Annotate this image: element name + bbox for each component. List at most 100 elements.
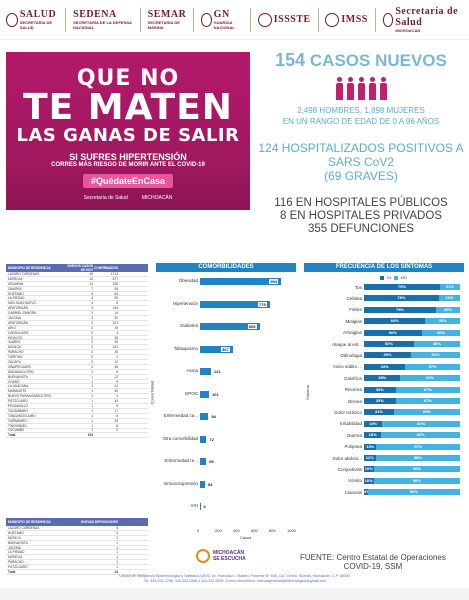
table-cell: 1 bbox=[116, 545, 118, 550]
symptoms-legend: SI NO bbox=[380, 275, 407, 280]
symptom-no-segment: 87% bbox=[376, 443, 460, 450]
table-row: TANGANCÍCUARO 1 5 bbox=[6, 414, 148, 419]
symptom-bar: 33% 67% bbox=[364, 398, 460, 404]
table-cell: 1 bbox=[91, 413, 93, 418]
symptom-bar: 60% 40% bbox=[364, 329, 460, 336]
table-cell: PÁTZCUARO bbox=[8, 399, 28, 404]
symptom-no-segment: 36% bbox=[425, 318, 460, 325]
table-row: PÁTZCUARO 1 bbox=[6, 565, 148, 571]
table-row: JACONA 1 bbox=[6, 546, 148, 551]
comorbidity-label: EPOC bbox=[185, 390, 198, 396]
table-cell: MARAVATÍO bbox=[8, 389, 27, 394]
symptom-label: Disnea bbox=[347, 398, 362, 404]
table-cell: ZACAPU bbox=[8, 359, 21, 364]
table-cell: 2 bbox=[116, 428, 118, 433]
table-cell: HUETAMO bbox=[8, 291, 24, 296]
footer-address: Unidad de Inteligencia Epidemiológica y … bbox=[20, 574, 450, 584]
table-row: PARACHO 2 25 bbox=[6, 350, 148, 356]
hospitalized: 124 HOSPITALIZADOS POSITIVOS A SARS CoV2… bbox=[256, 141, 466, 183]
table-cell: 5 bbox=[116, 404, 118, 408]
table-total-row: Total 14 bbox=[6, 570, 148, 575]
symptom-si-segment: 13% bbox=[364, 443, 377, 450]
table-cell: CARÁCUARO bbox=[8, 330, 29, 335]
comorbidity-value: 904 bbox=[269, 279, 279, 284]
symptom-label: Artralgias bbox=[342, 330, 362, 336]
table-row: HUETAMO 2 bbox=[6, 531, 148, 536]
symptom-bar: 49% 51% bbox=[364, 352, 460, 359]
comorbidity-label: Enfermedad re... bbox=[164, 458, 198, 463]
table-cell: TOCUMBO bbox=[8, 428, 25, 433]
table-cell: 2 bbox=[116, 530, 118, 535]
source-line-2: COVID-19, SSM bbox=[343, 562, 403, 571]
person-icon bbox=[368, 77, 377, 101]
michoacan-se-escucha-logo: MICHOACÁN SE ESCUCHA bbox=[196, 549, 246, 563]
symptom-si-segment: 19% bbox=[364, 420, 383, 427]
table-cell: SAN JUAN NUEVO bbox=[8, 301, 36, 306]
person-icon bbox=[379, 77, 388, 101]
logo-separator bbox=[250, 7, 251, 32]
logo-subtitle: MICHOACÁN bbox=[395, 28, 421, 33]
symptom-label: Ataque al est... bbox=[331, 341, 362, 347]
symptom-si-segment: 4% bbox=[364, 489, 370, 496]
table-cell: PENJAMILLO bbox=[8, 404, 28, 408]
table-cell: 2 bbox=[91, 355, 93, 360]
header-logos: SALUD SECRETARÍA DE SALUD SEDENA SECRETARÍA… bbox=[0, 0, 469, 40]
table-cell: 1 bbox=[91, 369, 93, 374]
table-cell: 24 bbox=[89, 276, 93, 281]
table-cell: MÚGICA bbox=[8, 535, 21, 540]
table-total-row: Total 154 bbox=[6, 433, 148, 439]
table-row: LA PIEDAD 1 bbox=[6, 550, 148, 556]
table-row: PARACHO 1 bbox=[6, 560, 148, 566]
comorbidity-bar bbox=[200, 480, 205, 488]
seal-icon bbox=[6, 12, 18, 27]
symptom-bar: 19% 81% bbox=[364, 420, 460, 427]
logo-separator bbox=[317, 7, 319, 32]
seal-icon bbox=[257, 12, 272, 27]
logo-text: GN bbox=[213, 9, 230, 20]
total-label: Total bbox=[8, 433, 16, 438]
symptom-label: Irritabilidad bbox=[339, 421, 362, 427]
table-row: PÁTZCUARO 1 44 bbox=[6, 399, 148, 405]
brand-line-2: SE ESCUCHA bbox=[213, 556, 246, 562]
symptom-si-segment: 64% bbox=[364, 318, 426, 325]
table-cell: ZAMORA bbox=[8, 286, 22, 291]
symptom-no-segment: 40% bbox=[421, 329, 460, 336]
table-cell: HIDALGO bbox=[8, 335, 23, 340]
person-icon bbox=[346, 77, 355, 101]
salud-logo: SALUD SECRETARÍA DE SALUD bbox=[6, 9, 58, 30]
symptom-si-segment: 18% bbox=[364, 432, 382, 439]
logo-subtitle: SECRETARÍA DE SALUD bbox=[19, 20, 53, 30]
table-cell: 3 bbox=[91, 315, 93, 320]
address-line-1: Unidad de Inteligencia Epidemiológica y … bbox=[119, 574, 351, 578]
imss-logo: IMSS bbox=[325, 12, 367, 27]
hosp-line-3: (69 GRAVES) bbox=[324, 169, 398, 183]
symptom-bar: 10% 90% bbox=[364, 477, 460, 484]
table-row: APATZINGÁN 2 201 bbox=[6, 321, 148, 326]
table-cell: TINGÜINDÍN bbox=[8, 423, 27, 428]
logo-subtitle: GUARDIA NACIONAL bbox=[213, 20, 235, 30]
new-cases-heading: 154 CASOS NUEVOS bbox=[256, 50, 466, 71]
table-row: ZACAPU 2 12 bbox=[6, 360, 148, 365]
symptom-si-segment: 33% bbox=[364, 398, 396, 404]
symptom-label: Calofríos bbox=[343, 375, 362, 381]
deaths-by-municipality-table: MUNICIPIO DE RESIDENCIA NUEVAS DEFUNCION… bbox=[6, 518, 148, 575]
comorbidity-bar bbox=[200, 278, 282, 285]
people-icons bbox=[256, 77, 466, 101]
table-cell: JACONA bbox=[8, 545, 21, 550]
table-cell: GABRIEL ZAMORA bbox=[8, 311, 37, 316]
symptom-no-segment: 69% bbox=[393, 409, 460, 416]
x-tick-label: 200 bbox=[215, 528, 222, 533]
banner-line-5: CORRES MÁS RIESGO DE MORIR ANTE EL COVID… bbox=[51, 162, 205, 168]
table-cell: JACONA bbox=[8, 315, 21, 320]
banner-foot-left: Secretaría de Salud bbox=[83, 195, 128, 201]
symptom-no-segment: 90% bbox=[373, 477, 460, 484]
table-cell: 1 bbox=[91, 384, 93, 389]
table-cell: BUENAVISTA bbox=[8, 374, 28, 379]
col-defunciones: NUEVAS DEFUNCIONES bbox=[80, 520, 118, 524]
logo-subtitle: SECRETARÍA DE LA DEFENSA NACIONAL bbox=[73, 20, 132, 30]
table-row: GABRIEL ZAMORA 3 14 bbox=[6, 311, 148, 317]
table-cell: PARACHO bbox=[8, 350, 24, 355]
table-cell: PARACHO bbox=[8, 560, 24, 565]
table-row: TACÁMBARO 1 17 bbox=[6, 409, 148, 414]
table-cell: 4 bbox=[91, 296, 93, 301]
